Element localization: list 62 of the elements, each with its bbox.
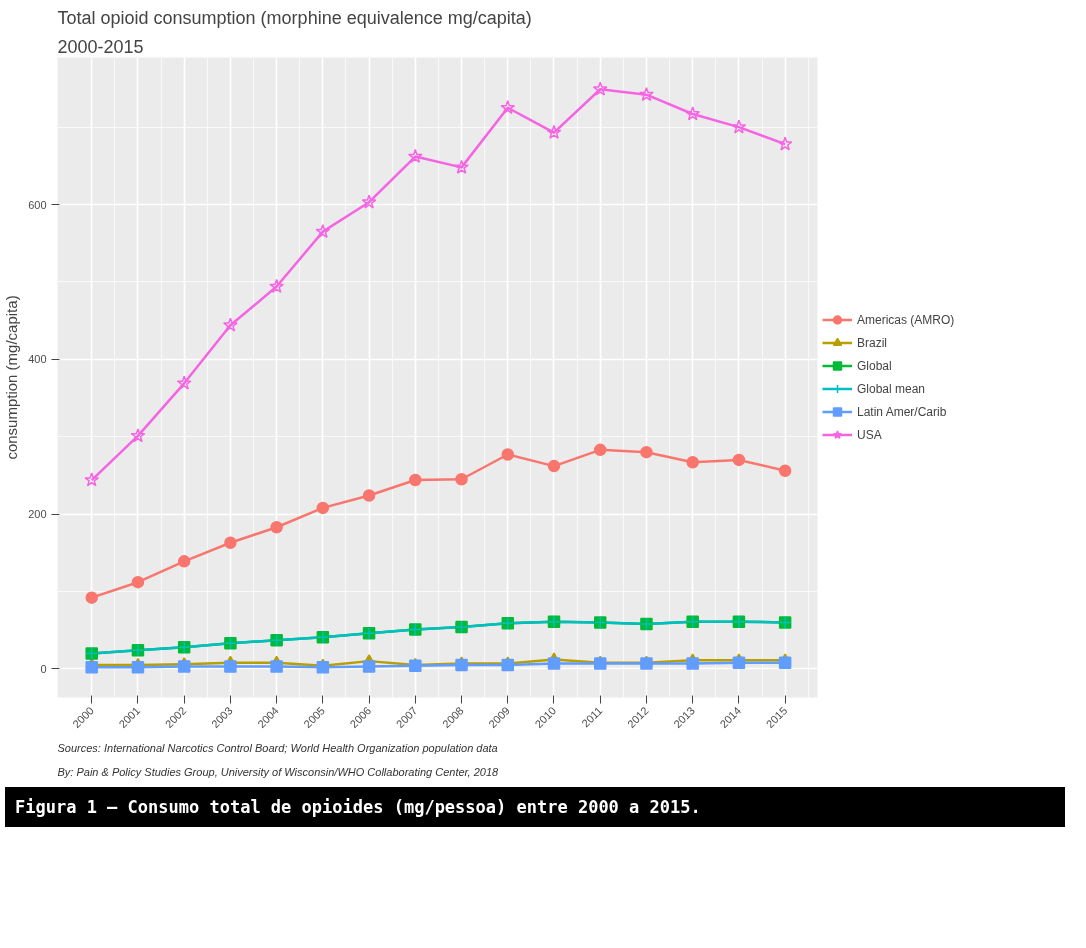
point xyxy=(778,656,792,669)
point xyxy=(547,459,561,473)
point xyxy=(270,660,283,673)
point xyxy=(454,159,469,174)
point xyxy=(686,657,699,670)
point xyxy=(686,456,699,469)
chart-title: Total opioid consumption (morphine equivalence mg/capita) xyxy=(57,7,532,28)
point xyxy=(501,658,515,672)
point xyxy=(85,591,98,604)
y-tick-label: 600 xyxy=(28,198,47,211)
point xyxy=(85,661,98,674)
point xyxy=(177,660,191,673)
point xyxy=(455,658,468,672)
point xyxy=(224,660,237,673)
text: Figura 1 – Consumo total de opioides (mg/pessoa) entre 2000 a 2015. xyxy=(15,796,701,819)
y-tick-label: 0 xyxy=(40,662,47,675)
point xyxy=(177,555,191,568)
point xyxy=(501,448,515,461)
point xyxy=(546,124,562,139)
point xyxy=(224,536,237,549)
point xyxy=(362,489,376,502)
y-tick-label: 200 xyxy=(28,508,47,521)
legend-label: Americas (AMRO) xyxy=(857,312,955,327)
point xyxy=(361,194,377,209)
point xyxy=(639,86,654,102)
legend-label: Global xyxy=(857,358,892,373)
point xyxy=(685,106,701,121)
point xyxy=(407,148,423,163)
point xyxy=(131,661,145,674)
source-note: Sources: International Narcotics Control Board; World Health Organization population data xyxy=(57,741,498,754)
text: By: Pain & Policy Studies Group, University of Wisconsin/WHO Collaborating Center, 2018 xyxy=(57,765,500,778)
legend-label: Latin Amer/Carib xyxy=(857,404,947,419)
point xyxy=(778,464,792,477)
point xyxy=(316,661,330,674)
point xyxy=(409,659,422,673)
point xyxy=(176,375,192,390)
legend-label: Brazil xyxy=(857,335,888,350)
point xyxy=(130,428,146,443)
point xyxy=(547,657,561,670)
legend-label: USA xyxy=(857,427,882,442)
point xyxy=(593,443,607,457)
point xyxy=(362,660,376,673)
legend-label: Global mean xyxy=(857,381,926,396)
point xyxy=(455,473,468,486)
point xyxy=(500,100,516,115)
point xyxy=(84,472,100,487)
point xyxy=(409,473,422,487)
point xyxy=(315,223,331,239)
point xyxy=(131,575,145,589)
point xyxy=(732,656,746,669)
point xyxy=(777,136,793,151)
point xyxy=(270,521,283,534)
point xyxy=(592,81,608,96)
point xyxy=(269,278,285,293)
point xyxy=(732,453,746,467)
point xyxy=(316,501,330,515)
y-tick-label: 400 xyxy=(28,353,47,366)
chart-subtitle: 2000-2015 xyxy=(57,36,144,57)
point xyxy=(731,119,747,134)
y-axis-title: consumption (mg/capita) xyxy=(3,295,21,460)
point xyxy=(222,317,238,332)
point xyxy=(640,445,653,459)
